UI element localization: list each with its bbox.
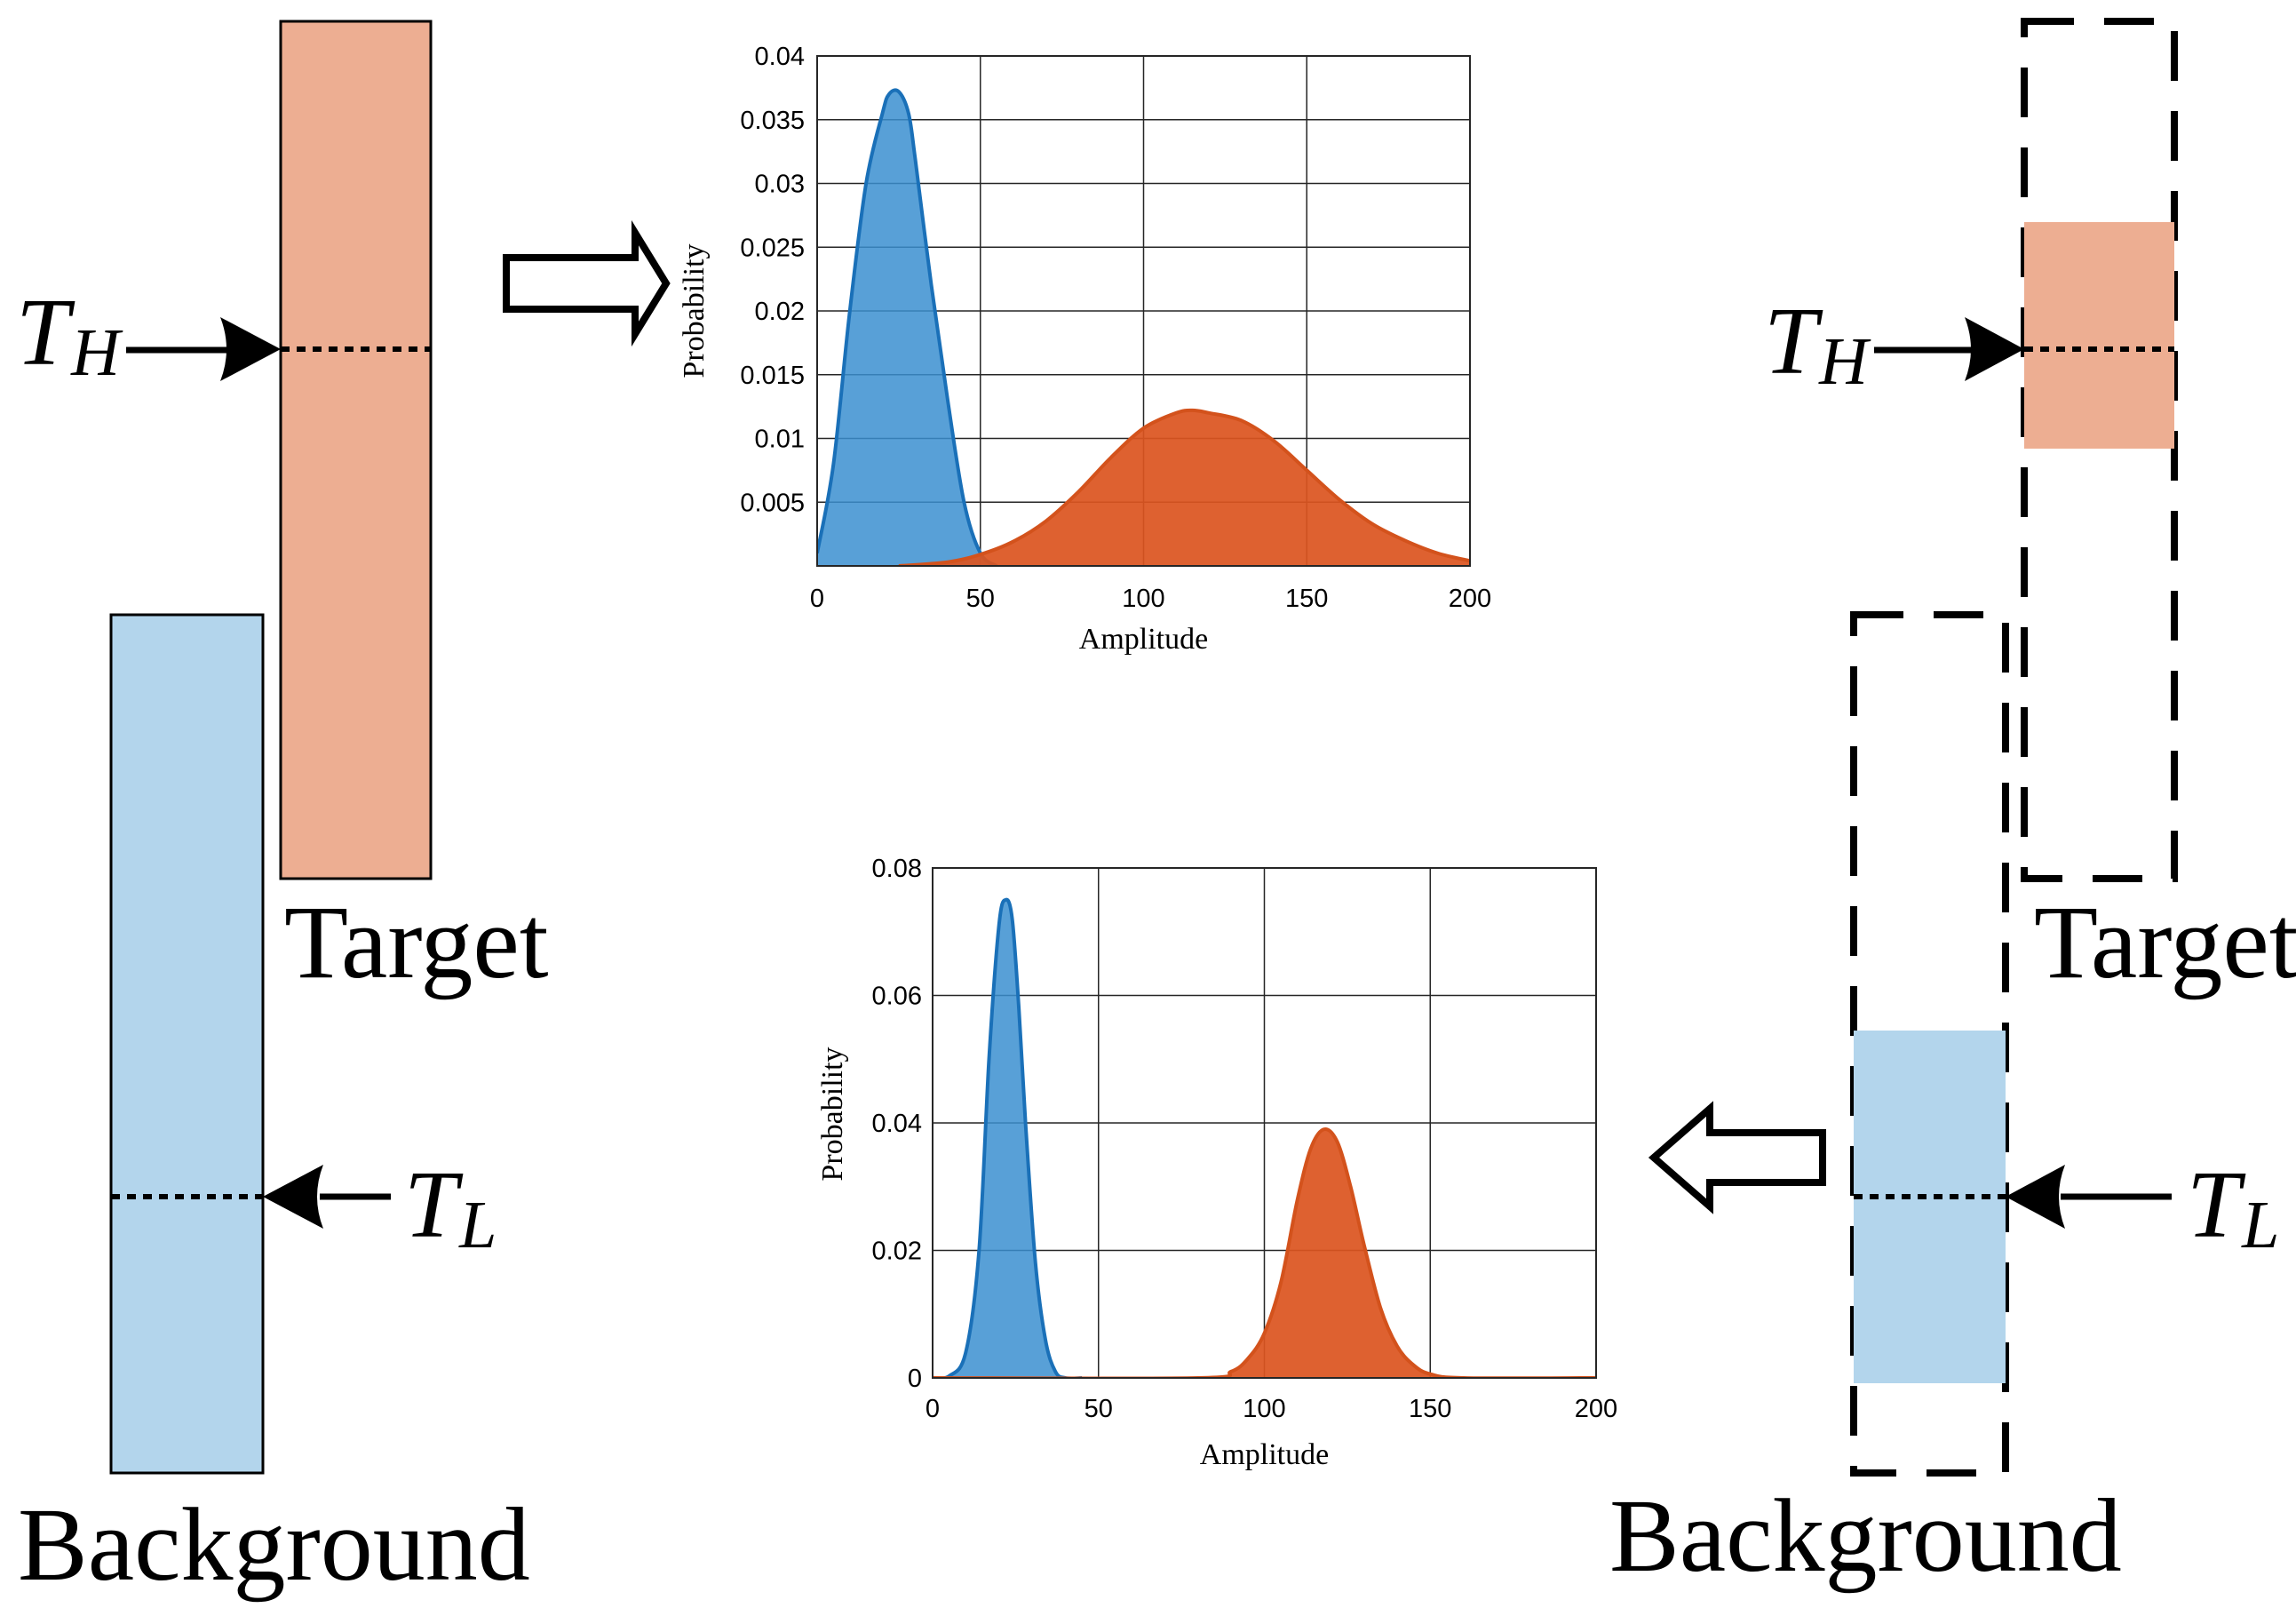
background-bar (109, 613, 265, 1475)
target-bar (279, 20, 433, 880)
y-tick-label: 0.04 (872, 1110, 922, 1138)
x-tick-label: 50 (966, 585, 995, 613)
y-axis-title: Probability (678, 243, 711, 378)
y-axis-title: Probability (816, 1047, 849, 1181)
x-tick-label: 150 (1285, 585, 1328, 613)
x-tick-label: 50 (1084, 1395, 1113, 1423)
target-dashed-outline (2021, 18, 2178, 882)
series-line-1 (933, 1127, 1596, 1378)
y-tick-label: 0.01 (755, 426, 805, 454)
x-tick-label: 100 (1122, 585, 1164, 613)
x-axis-title: Amplitude (1079, 623, 1208, 656)
y-tick-label: 0.005 (740, 489, 805, 517)
plot-frame (816, 55, 1471, 567)
target-label-right: Target (2034, 884, 2296, 1000)
hollow-arrow-right-icon (503, 219, 671, 347)
target-label-left: Target (284, 884, 549, 1000)
x-tick-label: 100 (1243, 1395, 1285, 1423)
threshold-low-label: TL (404, 1152, 497, 1262)
y-tick-label: 0 (908, 1365, 922, 1393)
y-tick-label: 0.02 (872, 1238, 922, 1266)
y-tick-label: 0.04 (755, 43, 805, 71)
series-line-0 (933, 897, 1083, 1378)
x-axis-title: Amplitude (1200, 1438, 1329, 1471)
x-tick-label: 0 (810, 585, 824, 613)
histogram-chart-bottom: 0 50 100 150 200 0 0.02 0.04 0.06 0.08 Amplitude Pr… (816, 855, 1617, 1471)
threshold-low-arrow-icon (263, 1165, 391, 1229)
threshold-high-label: TH (16, 280, 123, 390)
x-tick-label: 200 (1449, 585, 1491, 613)
histogram-chart-top: 0 50 100 150 200 0.005 0.01 0.015 0.02 0.025 0.03 0… (678, 43, 1491, 656)
threshold-high-arrow-right-icon (1874, 317, 2024, 381)
series-line-1 (898, 408, 1470, 566)
threshold-high-label-right: TH (1764, 289, 1871, 399)
y-tick-label: 0.025 (740, 234, 805, 262)
series-line-0 (817, 88, 998, 566)
hollow-arrow-left-icon (1648, 1101, 1826, 1214)
background-label-left: Background (18, 1486, 530, 1603)
threshold-low-label-right: TL (2187, 1152, 2279, 1262)
background-bar-narrow (1854, 1031, 2006, 1383)
background-label-right: Background (1609, 1477, 2122, 1594)
x-tick-label: 150 (1409, 1395, 1451, 1423)
target-bar-narrow (2024, 222, 2174, 449)
series-area-0 (933, 899, 1083, 1378)
x-tick-label: 0 (926, 1395, 940, 1423)
y-tick-label: 0.03 (755, 171, 805, 199)
threshold-low-arrow-right-icon (2006, 1165, 2172, 1229)
y-tick-label: 0.08 (872, 855, 922, 883)
series-area-0 (817, 90, 997, 566)
x-tick-label: 200 (1575, 1395, 1617, 1423)
y-tick-label: 0.035 (740, 107, 805, 135)
y-tick-label: 0.015 (740, 362, 805, 390)
y-tick-label: 0.06 (872, 983, 922, 1011)
y-tick-label: 0.02 (755, 298, 805, 326)
threshold-high-arrow-icon (126, 317, 281, 381)
plot-frame (932, 867, 1597, 1379)
series-area-1 (898, 410, 1470, 566)
